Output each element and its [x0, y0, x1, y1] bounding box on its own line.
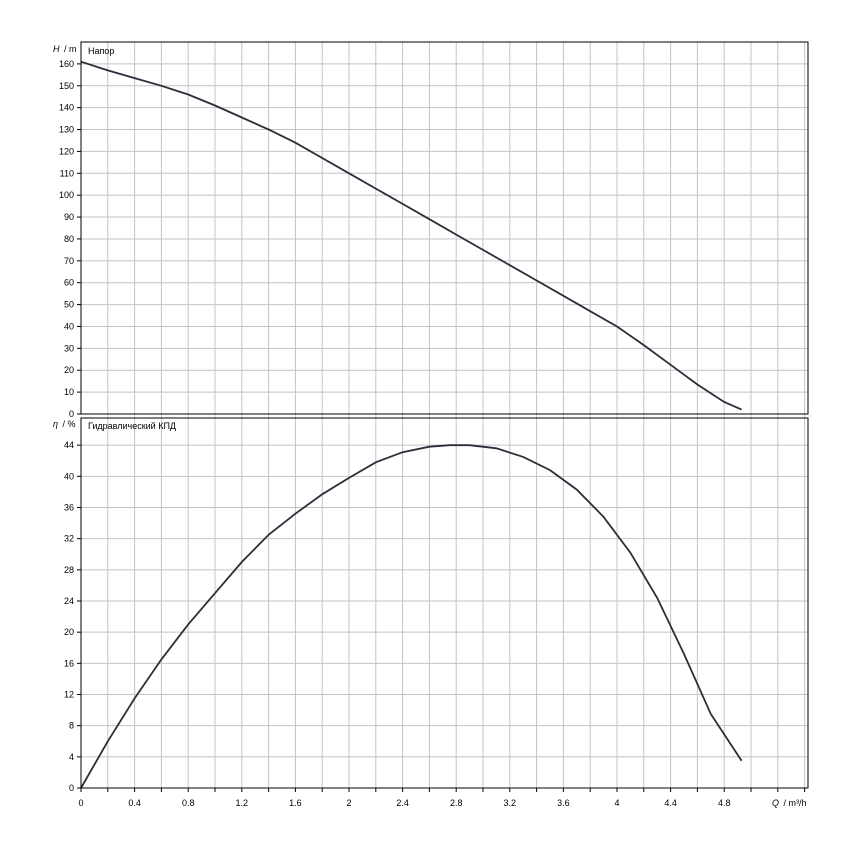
- head-y-tick-label: 120: [59, 146, 74, 156]
- x-tick-label: 0.4: [128, 798, 141, 808]
- head-y-tick-label: 90: [64, 212, 74, 222]
- head-y-tick-label: 40: [64, 321, 74, 331]
- x-tick-label: 2: [346, 798, 351, 808]
- head-y-tick-label: 130: [59, 125, 74, 135]
- head-y-tick-label: 160: [59, 59, 74, 69]
- x-tick-label: 2.8: [450, 798, 463, 808]
- x-tick-label: 4: [614, 798, 619, 808]
- x-tick-label: 0.8: [182, 798, 195, 808]
- x-tick-label: 0: [78, 798, 83, 808]
- efficiency-y-tick-label: 16: [64, 658, 74, 668]
- head-y-symbol: H: [53, 44, 60, 54]
- head-grid: [81, 42, 808, 414]
- efficiency-y-tick-label: 8: [69, 721, 74, 731]
- efficiency-panel: 0 4 8 12 16 20 24 28 32 36 40 44 0 0.4 0.8 1.2 1.6 2 2.4 2…: [53, 414, 808, 808]
- efficiency-y-unit: / %: [63, 419, 76, 429]
- efficiency-panel-title: Гидравлический КПД: [88, 421, 176, 431]
- x-axis-unit: / m³/h: [784, 798, 807, 808]
- head-y-tick-label: 10: [64, 387, 74, 397]
- head-y-axis-label: H / m: [53, 44, 77, 54]
- efficiency-y-tick-label: 20: [64, 627, 74, 637]
- efficiency-y-tick-label: 0: [69, 783, 74, 793]
- efficiency-y-ticks: 0 4 8 12 16 20 24 28 32 36 40 44: [64, 440, 81, 793]
- head-y-tick-label: 100: [59, 190, 74, 200]
- head-y-tick-label: 30: [64, 343, 74, 353]
- x-axis-ticks: 0 0.4 0.8 1.2 1.6 2 2.4 2.8 3.2 3.6 4 4.4 4.8: [78, 788, 806, 808]
- x-tick-label: 1.6: [289, 798, 302, 808]
- head-curve-line: [80, 60, 742, 411]
- head-panel-title: Напор: [88, 46, 114, 56]
- x-tick-label: 1.2: [236, 798, 249, 808]
- head-y-tick-label: 60: [64, 278, 74, 288]
- efficiency-y-symbol: η: [53, 419, 58, 429]
- head-y-tick-label: 80: [64, 234, 74, 244]
- x-tick-label: 3.6: [557, 798, 570, 808]
- head-y-tick-label: 140: [59, 103, 74, 113]
- x-axis-symbol: Q: [772, 798, 779, 808]
- efficiency-y-tick-label: 4: [69, 752, 74, 762]
- head-y-tick-label: 70: [64, 256, 74, 266]
- head-y-tick-label: 50: [64, 300, 74, 310]
- efficiency-y-tick-label: 12: [64, 690, 74, 700]
- x-tick-label: 2.4: [396, 798, 409, 808]
- panel-frames: [80, 41, 809, 789]
- efficiency-y-axis-label: η / %: [53, 419, 76, 429]
- efficiency-y-tick-label: 32: [64, 534, 74, 544]
- head-y-tick-label: 20: [64, 365, 74, 375]
- head-y-tick-label: 150: [59, 81, 74, 91]
- efficiency-y-tick-label: 28: [64, 565, 74, 575]
- head-y-tick-label: 0: [69, 409, 74, 419]
- head-panel: 0 10 20 30 40 50 60 70 80 90 100 110 120 130 140 150 160…: [53, 42, 808, 419]
- x-tick-label: 3.2: [504, 798, 517, 808]
- efficiency-y-tick-label: 44: [64, 440, 74, 450]
- x-tick-label: 4.8: [718, 798, 731, 808]
- efficiency-curve-line: [80, 444, 743, 789]
- head-y-tick-label: 110: [60, 168, 74, 178]
- head-y-ticks: 0 10 20 30 40 50 60 70 80 90 100 110 120 130 140 150 160: [59, 59, 81, 419]
- head-y-unit: / m: [64, 44, 77, 54]
- efficiency-y-tick-label: 40: [64, 471, 74, 481]
- efficiency-y-tick-label: 24: [64, 596, 74, 606]
- x-axis-label: Q / m³/h: [772, 798, 807, 808]
- efficiency-panel-frame: [80, 417, 809, 789]
- x-tick-label: 4.4: [664, 798, 677, 808]
- efficiency-y-tick-label: 36: [64, 503, 74, 513]
- efficiency-grid: [81, 414, 808, 788]
